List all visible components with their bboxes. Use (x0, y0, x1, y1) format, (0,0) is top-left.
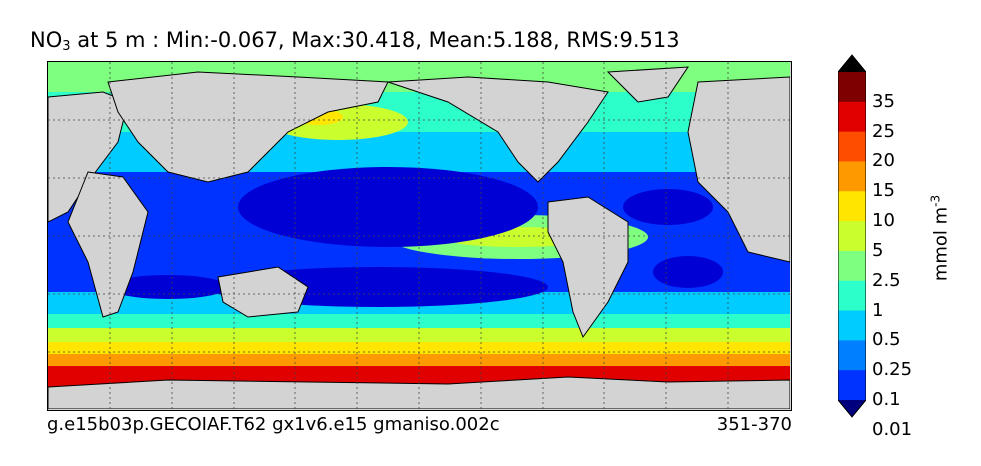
colorbar-segment (838, 101, 866, 133)
land-south-america (547, 196, 629, 339)
colorbar-segment (838, 280, 866, 312)
land-europe-africa-east (687, 76, 790, 263)
title-variable: NO (30, 28, 63, 52)
ocean-band-b (48, 328, 790, 342)
south-atlantic-gyre (653, 256, 723, 288)
land-greenland (606, 66, 689, 103)
colorbar-tick-label: 5 (872, 239, 884, 261)
colorbar-segment (838, 221, 866, 252)
colorbar-tick-label: 35 (872, 90, 895, 112)
title-subscript: 3 (62, 39, 71, 54)
colorbar-segment (838, 72, 866, 103)
ocean-band-a (48, 314, 790, 328)
case-name-label: g.e15b03p.GECOIAF.T62 gx1v6.e15 gmaniso.… (47, 414, 500, 435)
colorbar-tick-label: 10 (872, 210, 895, 232)
indian-ocean-gyre (108, 275, 228, 299)
north-atlantic-gyre (623, 189, 713, 225)
colorbar-segment (838, 250, 866, 282)
land-eurasia (107, 71, 389, 183)
colorbar-tick-label: 0.5 (872, 329, 901, 351)
colorbar-tick-label: 0.01 (872, 418, 913, 440)
nitrate-map (48, 62, 790, 409)
colorbar-tick-label: 0.25 (872, 359, 913, 381)
map-panel (47, 61, 792, 411)
unit-exponent: -3 (928, 194, 943, 207)
colorbar-segment (838, 191, 866, 222)
graticule (48, 62, 790, 409)
years-label: 351-370 (716, 414, 792, 435)
land-africa (67, 171, 149, 318)
colorbar-segment (838, 340, 866, 371)
ocean-band-d (48, 354, 790, 366)
colorbar-unit-label: mmol m-3 (929, 195, 952, 281)
land-africa-west (48, 91, 129, 223)
north-pacific-gyre (238, 167, 538, 247)
plot-title: NO3 at 5 m : Min:-0.067, Max:30.418, Mea… (30, 28, 680, 54)
colorbar-tick-label: 15 (872, 180, 895, 202)
colorbar-segment (838, 131, 866, 162)
colorbar-tick-label: 1 (872, 299, 884, 321)
colorbar-segment (838, 310, 866, 341)
colorbar-segment (838, 370, 866, 401)
colorbar (838, 54, 866, 418)
colorbar-bottom-arrow (838, 400, 866, 417)
colorbar-tick-label: 2.5 (872, 269, 901, 291)
title-stats: at 5 m : Min:-0.067, Max:30.418, Mean:5.… (70, 28, 680, 52)
colorbar-outline (838, 54, 866, 418)
colorbar-tick-label: 25 (872, 120, 895, 142)
colorbar-tick-label: 20 (872, 150, 895, 172)
colorbar-segment (838, 161, 866, 192)
unit-base: mmol m (930, 206, 952, 282)
land-australia (217, 266, 309, 318)
colorbar-tick-label: 0.1 (872, 389, 901, 410)
colorbar-top-arrow (838, 55, 866, 72)
